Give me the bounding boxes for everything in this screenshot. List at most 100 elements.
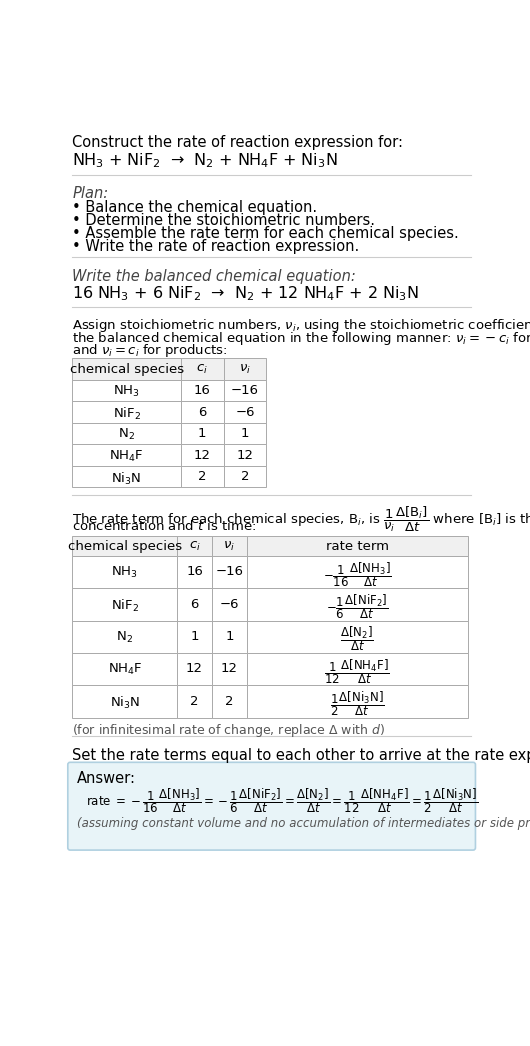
Text: 6: 6: [198, 406, 207, 418]
Bar: [212, 536, 247, 556]
Text: $\dfrac{\Delta[\mathrm{N_2}]}{\Delta t}$: $\dfrac{\Delta[\mathrm{N_2}]}{\Delta t}$: [340, 624, 374, 654]
Text: NH$_3$: NH$_3$: [113, 384, 140, 400]
Text: 1: 1: [198, 428, 207, 440]
Text: 16: 16: [186, 565, 203, 578]
Bar: [212, 588, 247, 620]
Text: rate $= -\dfrac{1}{16}\dfrac{\Delta[\mathrm{NH_3}]}{\Delta t} = -\dfrac{1}{6}\df: rate $= -\dfrac{1}{16}\dfrac{\Delta[\mat…: [86, 787, 479, 815]
Bar: [224, 358, 266, 380]
Text: Set the rate terms equal to each other to arrive at the rate expression:: Set the rate terms equal to each other t…: [73, 748, 530, 763]
Bar: [73, 653, 177, 685]
Bar: [247, 588, 467, 620]
Text: N$_2$: N$_2$: [116, 630, 133, 645]
Text: 6: 6: [190, 597, 199, 611]
Text: Assign stoichiometric numbers, $\nu_i$, using the stoichiometric coefficients, $: Assign stoichiometric numbers, $\nu_i$, …: [73, 317, 530, 335]
Bar: [73, 465, 181, 487]
Text: (for infinitesimal rate of change, replace Δ with $d$): (for infinitesimal rate of change, repla…: [73, 723, 385, 740]
Text: The rate term for each chemical species, B$_i$, is $\dfrac{1}{\nu_i}\dfrac{\Delt: The rate term for each chemical species,…: [73, 505, 530, 535]
Text: 16 NH$_3$ + 6 NiF$_2$  →  N$_2$ + 12 NH$_4$F + 2 Ni$_3$N: 16 NH$_3$ + 6 NiF$_2$ → N$_2$ + 12 NH$_4…: [73, 285, 419, 303]
Bar: [224, 423, 266, 445]
Text: NH$_4$F: NH$_4$F: [110, 449, 144, 464]
Bar: [73, 358, 181, 380]
Bar: [247, 653, 467, 685]
Bar: [247, 620, 467, 653]
Text: $-\dfrac{1}{6}\dfrac{\Delta[\mathrm{NiF_2}]}{\Delta t}$: $-\dfrac{1}{6}\dfrac{\Delta[\mathrm{NiF_…: [326, 592, 388, 621]
Text: $\dfrac{1}{2}\dfrac{\Delta[\mathrm{Ni_3N}]}{\Delta t}$: $\dfrac{1}{2}\dfrac{\Delta[\mathrm{Ni_3N…: [330, 689, 385, 718]
Text: −16: −16: [215, 565, 243, 578]
Text: NiF$_2$: NiF$_2$: [112, 406, 141, 422]
Text: 12: 12: [186, 662, 203, 676]
Text: 16: 16: [194, 384, 211, 397]
Bar: [224, 465, 266, 487]
Bar: [73, 380, 181, 402]
Bar: [247, 685, 467, 718]
Text: rate term: rate term: [326, 540, 389, 552]
Text: Construct the rate of reaction expression for:: Construct the rate of reaction expressio…: [73, 135, 403, 150]
Text: 2: 2: [225, 695, 234, 707]
Text: 12: 12: [236, 449, 253, 462]
Bar: [181, 380, 224, 402]
Text: 2: 2: [241, 471, 249, 483]
Text: NH$_3$: NH$_3$: [111, 565, 138, 581]
Text: 12: 12: [194, 449, 211, 462]
Text: Plan:: Plan:: [73, 186, 109, 201]
Text: • Determine the stoichiometric numbers.: • Determine the stoichiometric numbers.: [73, 213, 375, 228]
Bar: [73, 685, 177, 718]
Bar: [181, 465, 224, 487]
Text: Write the balanced chemical equation:: Write the balanced chemical equation:: [73, 269, 356, 283]
Bar: [177, 685, 212, 718]
Text: Ni$_3$N: Ni$_3$N: [110, 695, 140, 710]
Text: 1: 1: [225, 630, 234, 643]
Text: (assuming constant volume and no accumulation of intermediates or side products): (assuming constant volume and no accumul…: [77, 817, 530, 829]
Text: chemical species: chemical species: [69, 363, 184, 376]
Text: 1: 1: [241, 428, 249, 440]
Text: $\nu_i$: $\nu_i$: [224, 540, 235, 553]
Text: and $\nu_i = c_i$ for products:: and $\nu_i = c_i$ for products:: [73, 342, 228, 359]
Bar: [212, 685, 247, 718]
Text: 12: 12: [221, 662, 238, 676]
Bar: [247, 536, 467, 556]
Bar: [224, 445, 266, 465]
Text: N$_2$: N$_2$: [118, 428, 135, 442]
Bar: [177, 588, 212, 620]
Text: Answer:: Answer:: [77, 771, 136, 786]
Text: $\dfrac{1}{12}\dfrac{\Delta[\mathrm{NH_4F}]}{\Delta t}$: $\dfrac{1}{12}\dfrac{\Delta[\mathrm{NH_4…: [324, 657, 390, 685]
Bar: [247, 556, 467, 588]
Bar: [73, 588, 177, 620]
Text: $c_i$: $c_i$: [196, 363, 208, 376]
Bar: [181, 402, 224, 423]
Text: the balanced chemical equation in the following manner: $\nu_i = -c_i$ for react: the balanced chemical equation in the fo…: [73, 329, 530, 346]
Bar: [212, 556, 247, 588]
Text: $c_i$: $c_i$: [189, 540, 200, 553]
Bar: [181, 445, 224, 465]
Text: Ni$_3$N: Ni$_3$N: [111, 471, 142, 486]
Text: −6: −6: [219, 597, 239, 611]
Bar: [212, 653, 247, 685]
Bar: [73, 402, 181, 423]
Bar: [224, 380, 266, 402]
Bar: [212, 620, 247, 653]
Bar: [73, 445, 181, 465]
Bar: [73, 620, 177, 653]
Bar: [73, 556, 177, 588]
Text: 2: 2: [190, 695, 199, 707]
Text: 1: 1: [190, 630, 199, 643]
Bar: [177, 556, 212, 588]
Text: NiF$_2$: NiF$_2$: [111, 597, 139, 614]
Bar: [177, 653, 212, 685]
Text: concentration and $t$ is time:: concentration and $t$ is time:: [73, 519, 257, 533]
Text: • Balance the chemical equation.: • Balance the chemical equation.: [73, 200, 317, 215]
Text: −6: −6: [235, 406, 254, 418]
Text: NH$_4$F: NH$_4$F: [108, 662, 142, 678]
Text: $\nu_i$: $\nu_i$: [239, 363, 251, 376]
Bar: [73, 423, 181, 445]
Text: 2: 2: [198, 471, 207, 483]
Bar: [224, 402, 266, 423]
Bar: [177, 536, 212, 556]
Text: NH$_3$ + NiF$_2$  →  N$_2$ + NH$_4$F + Ni$_3$N: NH$_3$ + NiF$_2$ → N$_2$ + NH$_4$F + Ni$…: [73, 152, 338, 170]
Text: • Assemble the rate term for each chemical species.: • Assemble the rate term for each chemic…: [73, 226, 459, 242]
Bar: [181, 358, 224, 380]
Text: $-\dfrac{1}{16}\dfrac{\Delta[\mathrm{NH_3}]}{\Delta t}$: $-\dfrac{1}{16}\dfrac{\Delta[\mathrm{NH_…: [323, 560, 392, 589]
Text: −16: −16: [231, 384, 259, 397]
Bar: [181, 423, 224, 445]
Text: chemical species: chemical species: [68, 540, 182, 552]
